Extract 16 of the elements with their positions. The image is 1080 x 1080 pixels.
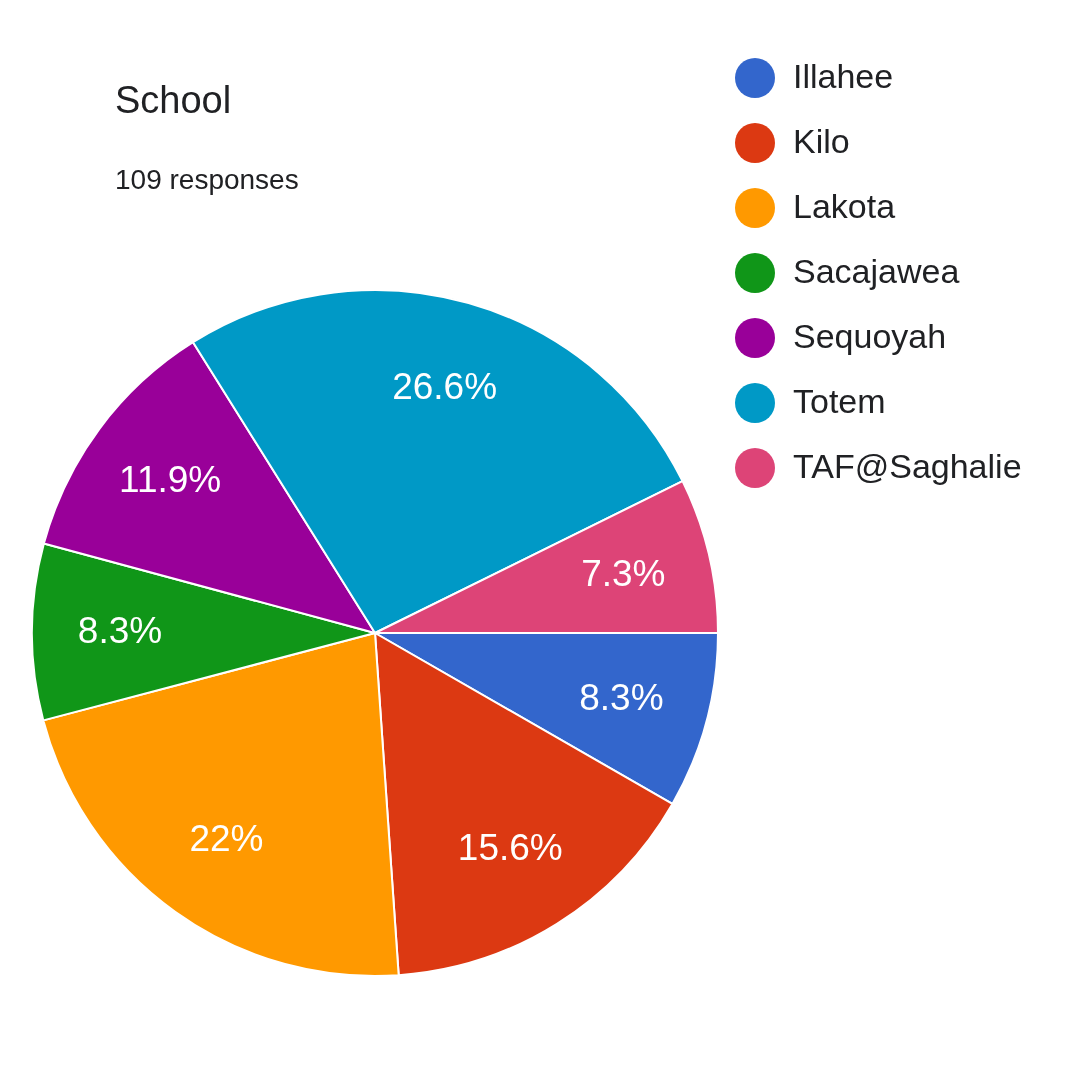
data-label: 8.3%: [579, 676, 664, 718]
legend-label: Kilo: [793, 122, 850, 160]
data-label: 8.3%: [77, 610, 163, 652]
data-label: 15.6%: [457, 827, 563, 869]
legend-label: Lakota: [793, 187, 896, 225]
legend-label: TAF@Saghalie: [793, 447, 1022, 485]
text: 109 responses: [115, 164, 299, 195]
legend-label: Sacajawea: [793, 252, 960, 290]
data-label: 22%: [189, 818, 264, 860]
data-label: 26.6%: [392, 365, 498, 407]
data-label: 7.3%: [581, 553, 666, 595]
data-label: 11.9%: [119, 459, 222, 501]
legend-label: Illahee: [793, 57, 894, 95]
text: School: [115, 79, 232, 121]
legend-label: Totem: [793, 382, 886, 420]
legend-label: Sequoyah: [793, 317, 947, 355]
